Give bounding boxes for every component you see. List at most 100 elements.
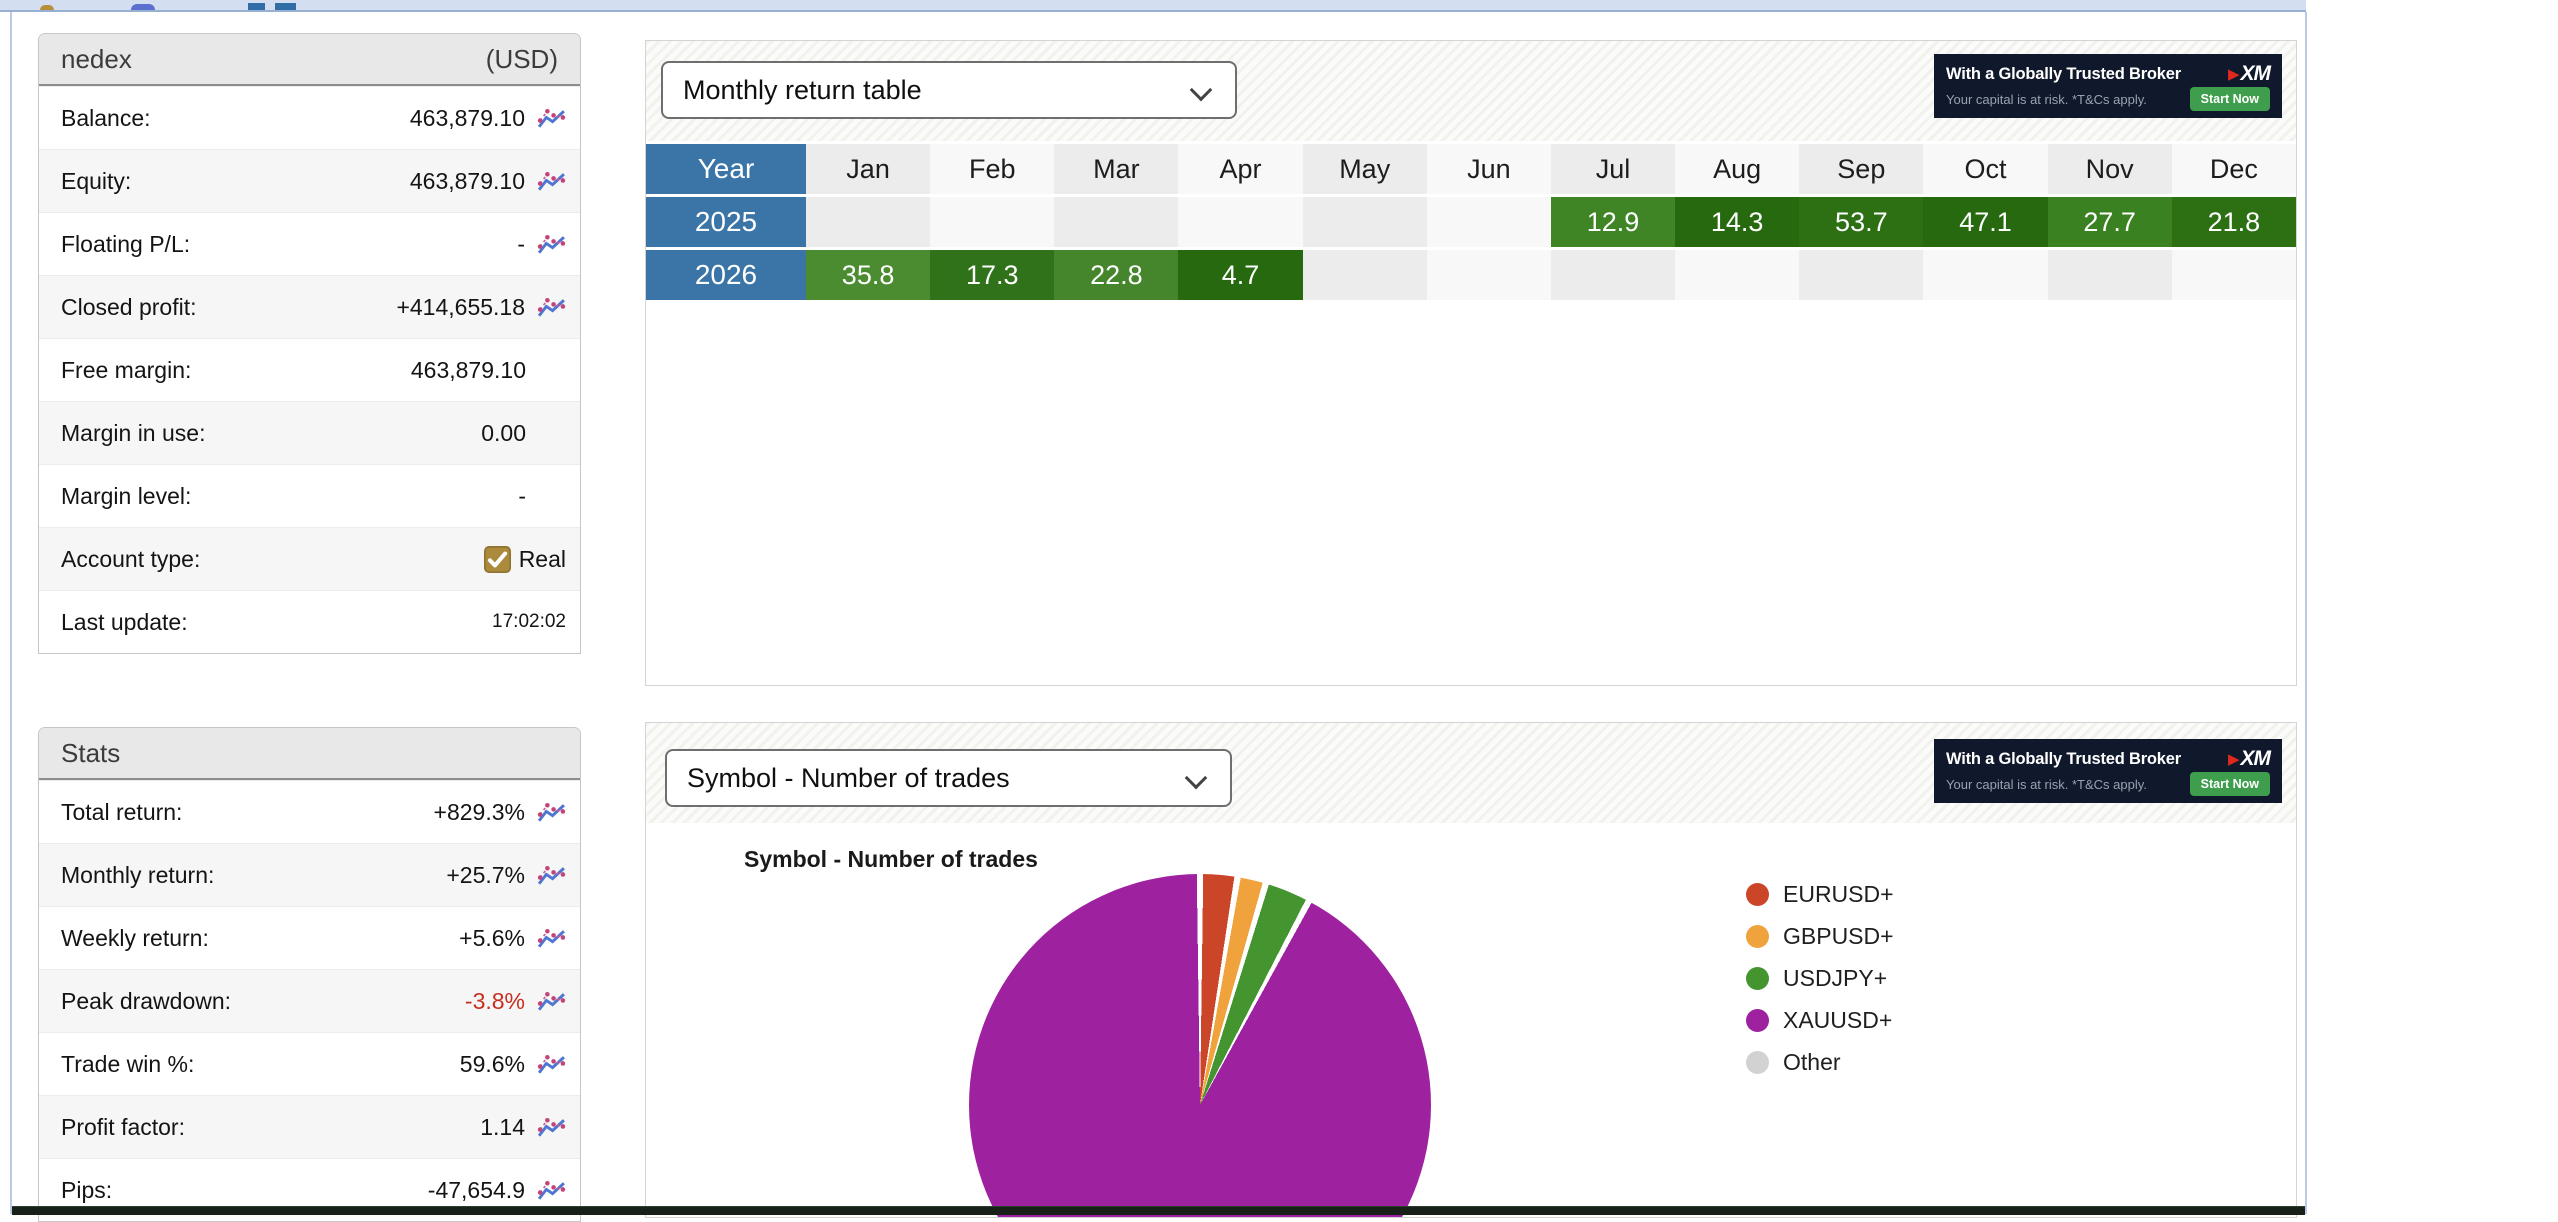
legend-swatch: [1746, 924, 1769, 948]
legend-swatch: [1746, 1050, 1769, 1074]
table-header-month: Jan: [806, 144, 931, 194]
row-label: Trade win %:: [61, 1050, 195, 1077]
return-cell: [1550, 250, 1676, 300]
monthly-card-toolbar: Monthly return table With a Globally Tru…: [646, 41, 2296, 141]
row-label: Margin in use:: [61, 419, 206, 446]
row-value: 1.14: [480, 1113, 525, 1140]
row-value: +25.7%: [446, 861, 525, 888]
row-value: -: [517, 230, 525, 257]
table-row: 2026 35.8 17.3 22.8 4.7: [646, 250, 2296, 300]
return-cell: [1923, 250, 2048, 300]
ad-start-now-button[interactable]: Start Now: [2189, 772, 2270, 796]
legend-label: GBPUSD+: [1783, 922, 1894, 949]
mini-chart-icon[interactable]: [537, 107, 566, 130]
legend-item: GBPUSD+: [1746, 915, 1894, 957]
stats-row: Weekly return: +5.6%: [39, 906, 580, 969]
mini-chart-icon[interactable]: [537, 801, 566, 824]
legend-label: USDJPY+: [1783, 964, 1888, 991]
account-row: Margin level: -: [39, 464, 580, 527]
pie-chart-title: Symbol - Number of trades: [744, 846, 1038, 872]
table-header-month: Dec: [2171, 144, 2296, 194]
row-label: Pips:: [61, 1176, 113, 1203]
return-cell: 27.7: [2047, 197, 2172, 247]
account-row: Closed profit: +414,655.18: [39, 275, 580, 338]
ad-risk-text: Your capital is at risk. *T&Cs apply.: [1946, 91, 2147, 107]
table-header-month: May: [1302, 144, 1427, 194]
return-cell: [930, 197, 1055, 247]
mini-chart-icon[interactable]: [537, 864, 566, 887]
legend-item: XAUUSD+: [1746, 999, 1894, 1041]
chevron-down-icon: [1189, 78, 1213, 102]
row-label: Total return:: [61, 798, 183, 825]
account-row: Free margin: 463,879.10: [39, 338, 580, 401]
pie-legend: EURUSD+ GBPUSD+ USDJPY+ XAUUSD+ Other: [1746, 873, 1894, 1083]
year-cell: 2026: [646, 250, 806, 300]
stats-row: Total return: +829.3%: [39, 780, 580, 843]
return-cell: [1426, 250, 1551, 300]
table-header-month: Mar: [1054, 144, 1179, 194]
monthly-view-select[interactable]: Monthly return table: [661, 61, 1237, 119]
row-label: Last update:: [61, 608, 188, 635]
symbol-view-select[interactable]: Symbol - Number of trades: [665, 749, 1232, 807]
toolbar-icon-fragment: [248, 3, 265, 10]
legend-item: EURUSD+: [1746, 873, 1894, 915]
stats-row: Trade win %: 59.6%: [39, 1032, 580, 1095]
account-row: Floating P/L: -: [39, 212, 580, 275]
stats-title: Stats: [61, 737, 121, 768]
mini-chart-icon[interactable]: [537, 1116, 566, 1139]
mini-chart-icon[interactable]: [537, 233, 566, 256]
account-panel: nedex (USD) Balance: 463,879.10 Equity: 463…: [38, 33, 581, 654]
return-cell: [1799, 250, 1924, 300]
row-value: Real: [518, 545, 566, 572]
table-header-month: Aug: [1675, 144, 1800, 194]
legend-swatch: [1746, 882, 1769, 906]
page-container: nedex (USD) Balance: 463,879.10 Equity: 463…: [10, 12, 2307, 1222]
row-value: 463,879.10: [409, 104, 525, 131]
legend-label: XAUUSD+: [1783, 1006, 1893, 1033]
mini-chart-icon[interactable]: [537, 927, 566, 950]
return-cell: 35.8: [806, 250, 931, 300]
table-header-month: Oct: [1923, 144, 2048, 194]
row-value: -3.8%: [464, 987, 525, 1014]
table-header-year: Year: [646, 144, 806, 194]
mini-chart-icon[interactable]: [537, 296, 566, 319]
legend-swatch: [1746, 966, 1769, 990]
ad-start-now-button[interactable]: Start Now: [2189, 87, 2270, 111]
mini-chart-icon[interactable]: [537, 1053, 566, 1076]
account-row: Margin in use: 0.00: [39, 401, 580, 464]
table-row: 2025 12.9 14.3 53.7 47.1 27.7 21.8: [646, 197, 2296, 247]
chevron-down-icon: [1184, 766, 1208, 790]
xm-logo: ▶ XM: [2227, 747, 2271, 770]
return-cell: [2047, 250, 2172, 300]
row-label: Weekly return:: [61, 924, 209, 951]
return-cell: 53.7: [1799, 197, 1924, 247]
return-cell: 12.9: [1550, 197, 1676, 247]
mini-chart-icon[interactable]: [537, 990, 566, 1013]
account-panel-header: nedex (USD): [39, 34, 580, 86]
return-cell: 17.3: [930, 250, 1055, 300]
monthly-return-table: Year Jan Feb Mar Apr May Jun Jul Aug Sep Oct Nov Dec…: [646, 141, 2296, 303]
monthly-view-select-value: Monthly return table: [683, 74, 922, 105]
mini-chart-icon[interactable]: [537, 1179, 566, 1202]
row-value: +5.6%: [459, 924, 525, 951]
account-row: Account type: Real: [39, 527, 580, 590]
toolbar-icon-fragment: [40, 5, 54, 10]
return-cell: [1302, 250, 1427, 300]
account-type-checkbox[interactable]: [483, 545, 511, 573]
xm-ad-banner[interactable]: With a Globally Trusted Broker ▶ XM Your …: [1934, 739, 2282, 803]
ad-headline: With a Globally Trusted Broker: [1946, 749, 2181, 768]
row-label: Free margin:: [61, 356, 192, 383]
ad-headline: With a Globally Trusted Broker: [1946, 64, 2181, 83]
xm-logo: ▶ XM: [2227, 62, 2271, 85]
mini-chart-icon[interactable]: [537, 170, 566, 193]
xm-ad-banner[interactable]: With a Globally Trusted Broker ▶ XM Your …: [1934, 54, 2282, 118]
account-name: nedex: [61, 43, 132, 74]
row-value: 463,879.10: [410, 356, 526, 383]
table-header-month: Nov: [2047, 144, 2172, 194]
return-cell: [1054, 197, 1179, 247]
legend-label: Other: [1783, 1048, 1841, 1075]
stats-row: Profit factor: 1.14: [39, 1095, 580, 1158]
symbol-trades-card: Symbol - Number of trades With a Globall…: [645, 722, 2297, 1218]
legend-label: EURUSD+: [1783, 880, 1894, 907]
legend-swatch: [1746, 1008, 1769, 1032]
